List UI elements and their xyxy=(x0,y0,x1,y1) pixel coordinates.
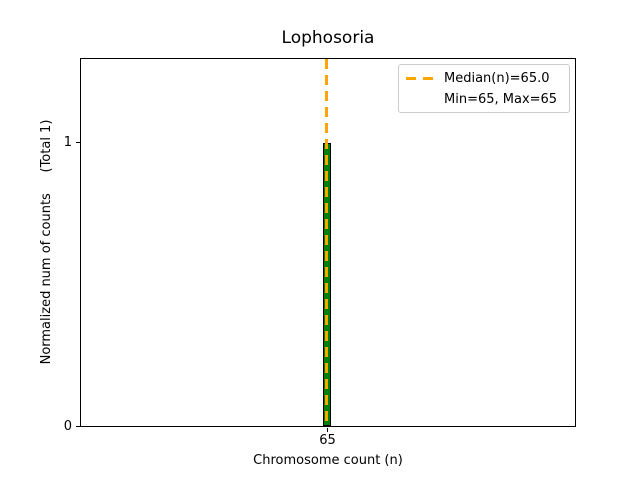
y-axis-label: Normalized num of counts (Total 1) xyxy=(39,119,54,365)
legend-label-median: Median(n)=65.0 xyxy=(444,71,550,86)
plot-area: Median(n)=65.0 Min=65, Max=65 xyxy=(80,58,576,427)
legend-entry-median: Median(n)=65.0 xyxy=(406,71,561,86)
chart-title: Lophosoria xyxy=(281,28,375,48)
y-tick-mark-0 xyxy=(76,426,80,427)
legend-entry-minmax: Min=65, Max=65 xyxy=(406,92,561,107)
y-tick-label-0: 0 xyxy=(63,419,72,434)
x-tick-mark-65 xyxy=(327,428,328,432)
legend-blank-sample xyxy=(406,98,434,101)
x-axis-label: Chromosome count (n) xyxy=(253,453,403,468)
y-tick-label-1: 1 xyxy=(63,135,72,150)
x-tick-label-65: 65 xyxy=(319,433,336,448)
legend: Median(n)=65.0 Min=65, Max=65 xyxy=(398,64,570,113)
y-tick-mark-1 xyxy=(76,142,80,143)
median-dashed-line xyxy=(325,59,328,426)
legend-label-minmax: Min=65, Max=65 xyxy=(444,92,558,107)
legend-dashed-line-sample xyxy=(406,77,434,80)
